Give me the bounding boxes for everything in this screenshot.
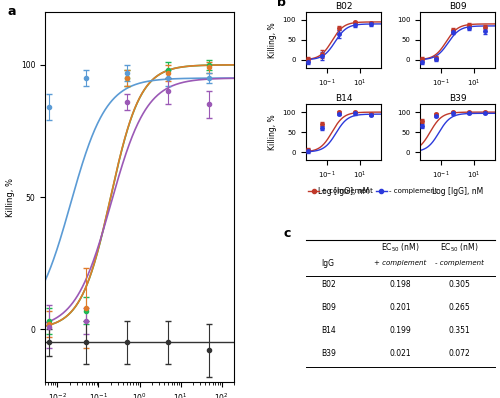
Text: 0.021: 0.021 — [390, 349, 411, 358]
Text: 0.198: 0.198 — [390, 280, 411, 289]
Title: B02: B02 — [334, 2, 352, 11]
Text: B09: B09 — [321, 303, 336, 312]
Text: c: c — [283, 226, 290, 240]
Text: + complement: + complement — [374, 259, 426, 265]
Text: 0.265: 0.265 — [448, 303, 470, 312]
Title: B14: B14 — [334, 94, 352, 103]
Text: b: b — [278, 0, 286, 9]
Text: EC$_{50}$ (nM): EC$_{50}$ (nM) — [440, 242, 478, 254]
Text: EC$_{50}$ (nM): EC$_{50}$ (nM) — [381, 242, 420, 254]
Y-axis label: Killing, %: Killing, % — [268, 114, 277, 150]
X-axis label: Log [IgG], nM: Log [IgG], nM — [318, 187, 369, 195]
Text: 0.199: 0.199 — [390, 326, 411, 335]
Text: B02: B02 — [321, 280, 336, 289]
X-axis label: Log [IgG], nM: Log [IgG], nM — [432, 187, 483, 195]
Text: a: a — [7, 4, 16, 18]
Text: 0.072: 0.072 — [448, 349, 470, 358]
Title: B09: B09 — [448, 2, 466, 11]
Title: B39: B39 — [448, 94, 466, 103]
Y-axis label: Killing, %: Killing, % — [6, 178, 15, 217]
Text: - complement: - complement — [434, 259, 484, 265]
Text: 0.305: 0.305 — [448, 280, 470, 289]
Text: 0.351: 0.351 — [448, 326, 470, 335]
Legend: + complement, - complement: + complement, - complement — [306, 185, 440, 197]
Text: B39: B39 — [321, 349, 336, 358]
Text: 0.201: 0.201 — [390, 303, 411, 312]
Text: IgG: IgG — [321, 259, 334, 269]
Y-axis label: Killing, %: Killing, % — [268, 22, 277, 58]
Text: B14: B14 — [321, 326, 336, 335]
